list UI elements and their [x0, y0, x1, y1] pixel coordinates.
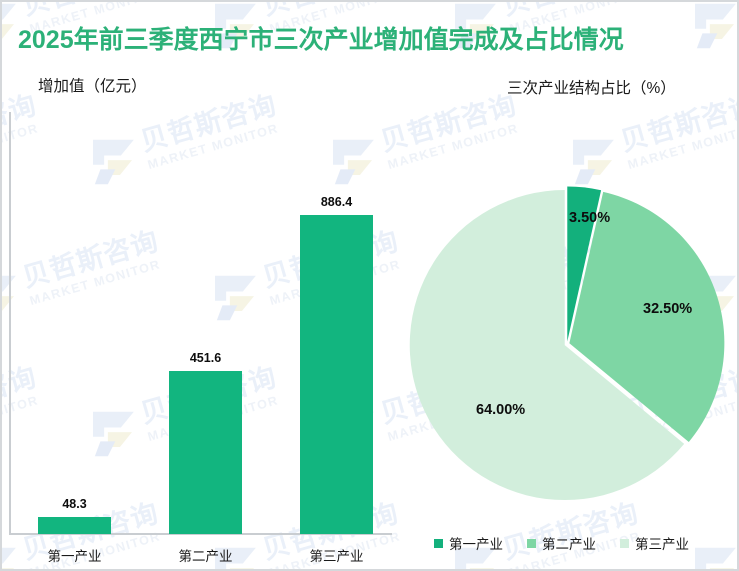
legend-label: 第三产业 [635, 537, 689, 552]
bar[interactable] [300, 214, 373, 534]
pie-slice-label-1: 3.50% [569, 210, 611, 226]
bar-chart-caption: 增加值（亿元） [38, 78, 147, 95]
chevron-logo-icon [695, 3, 736, 49]
bar-value-label: 886.4 [320, 194, 353, 209]
legend-item[interactable]: 第二产业 [527, 533, 596, 553]
bar-value-label: 48.3 [62, 496, 87, 511]
pie-slice-label-2: 32.50% [643, 301, 693, 317]
legend-swatch-icon [527, 538, 536, 548]
legend-label: 第一产业 [449, 537, 503, 552]
bar-chart-y-axis [9, 112, 11, 534]
legend-swatch-icon [434, 538, 443, 548]
page-title: 2025年前三季度西宁市三次产业增加值完成及占比情况 [18, 26, 624, 54]
legend-item[interactable]: 第三产业 [620, 533, 689, 553]
legend: 第一产业 第二产业 第三产业 [434, 533, 689, 553]
legend-swatch-icon [620, 538, 629, 548]
pie-slice[interactable] [409, 190, 685, 501]
bar[interactable] [38, 516, 111, 534]
pie-slice-label-3: 64.00% [476, 402, 526, 418]
pie-chart-svg [409, 186, 725, 501]
bar-group: 48.3 第一产业 [9, 112, 140, 569]
bar-category-label: 第一产业 [47, 549, 102, 564]
bar-group: 451.6 第二产业 [140, 112, 271, 569]
bar-category-label: 第二产业 [178, 549, 233, 564]
bar-category-label: 第三产业 [309, 549, 364, 564]
legend-label: 第二产业 [542, 537, 596, 552]
pie-chart: 3.50% 32.50% 64.00% [402, 112, 737, 569]
bar-chart: 48.3 第一产业 451.6 第二产业 886.4 第三产业 [2, 112, 402, 569]
legend-item[interactable]: 第一产业 [434, 533, 503, 553]
pie-chart-caption: 三次产业结构占比（%） [507, 80, 676, 97]
bar-group: 886.4 第三产业 [271, 112, 402, 569]
bar-value-label: 451.6 [189, 351, 222, 366]
pie-slice[interactable] [567, 186, 602, 342]
bar[interactable] [169, 371, 242, 534]
pie-slice[interactable] [569, 191, 725, 442]
